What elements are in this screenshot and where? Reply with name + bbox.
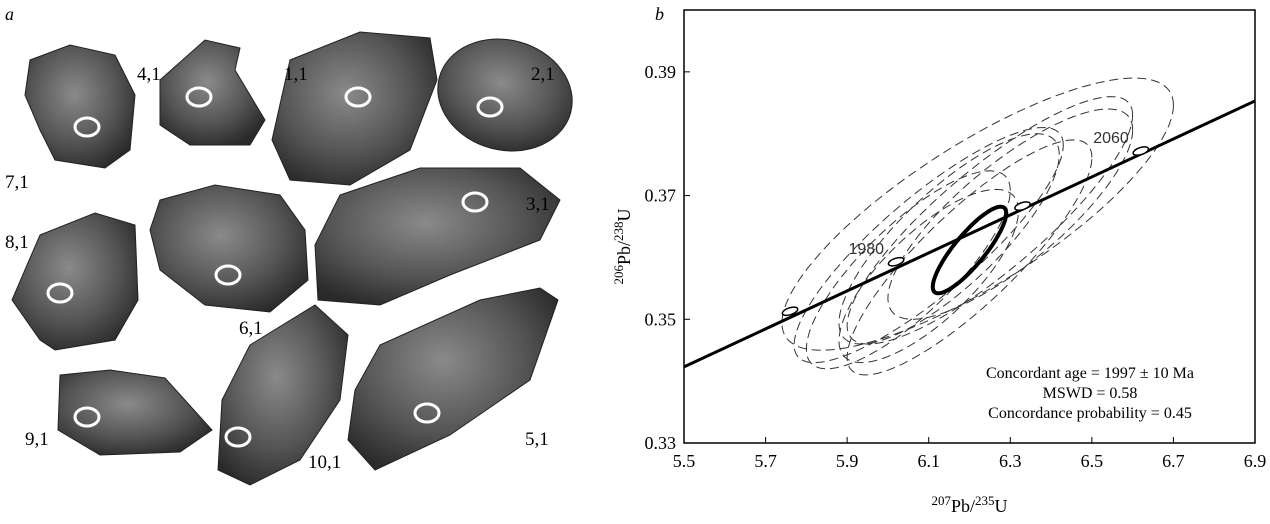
grain-label: 2,1 xyxy=(531,64,555,85)
grain-label: 7,1 xyxy=(5,172,29,193)
panel-a: a 7,1 4,1 1,1 2,1 8,1 6,1 3,1 9,1 10,1 5… xyxy=(5,4,585,485)
grain-label: 4,1 xyxy=(137,64,161,85)
panel-label: a xyxy=(5,4,14,24)
annotation: Concordance probability = 0.45 xyxy=(988,405,1192,422)
x-tick-label: 6.1 xyxy=(917,451,940,471)
error-ellipse xyxy=(839,134,1059,344)
age-marker xyxy=(1132,145,1149,157)
x-tick-label: 6.7 xyxy=(1162,451,1185,471)
axis-label-part: 235 xyxy=(975,493,995,508)
error-ellipse xyxy=(806,171,1010,369)
grain xyxy=(315,168,560,305)
x-tick-label: 5.5 xyxy=(673,451,696,471)
grain xyxy=(272,32,437,185)
grain xyxy=(25,45,135,168)
axis-label-part: Pb/ xyxy=(614,241,634,265)
age-marker xyxy=(1014,200,1031,212)
axis-label-part: U xyxy=(995,496,1008,516)
axis-label: 206Pb/238U xyxy=(611,208,635,284)
x-tick-label: 5.7 xyxy=(754,451,777,471)
age-label: 2060 xyxy=(1093,130,1129,147)
axis-label: 207Pb/235U xyxy=(931,493,1007,517)
grain-label: 1,1 xyxy=(284,64,308,85)
grain-label: 5,1 xyxy=(525,429,549,450)
grain xyxy=(150,185,308,312)
grain xyxy=(160,40,265,145)
axis-label-part: 238 xyxy=(611,221,626,241)
concordia-curve xyxy=(684,101,1255,367)
annotation: Concordant age = 1997 ± 10 Ma xyxy=(986,365,1194,382)
grain xyxy=(58,370,212,455)
error-ellipse xyxy=(782,78,1174,350)
error-ellipse xyxy=(794,128,1063,363)
figure: a 7,1 4,1 1,1 2,1 8,1 6,1 3,1 9,1 10,1 5… xyxy=(0,0,1270,519)
y-tick-label: 0.39 xyxy=(645,62,677,82)
grain-label: 6,1 xyxy=(239,318,263,339)
grain xyxy=(12,213,138,350)
error-ellipse xyxy=(847,97,1133,344)
axis-label-part: 206 xyxy=(611,265,626,285)
annotation: MSWD = 0.58 xyxy=(1043,385,1138,402)
error-ellipse xyxy=(839,189,1018,362)
y-tick-label: 0.35 xyxy=(645,309,677,329)
x-tick-label: 6.9 xyxy=(1244,451,1267,471)
axis-label-part: Pb/ xyxy=(951,496,975,516)
axis-label-part: U xyxy=(614,208,634,221)
grain-label: 10,1 xyxy=(308,452,341,473)
age-label: 1980 xyxy=(848,241,884,258)
x-tick-label: 5.9 xyxy=(836,451,859,471)
panel-b: b 1980 2060 5.5 5.7 5.9 6.1 6.3 6.5 6.7 6.9 0.33 0.… xyxy=(611,4,1267,516)
y-tick-label: 0.33 xyxy=(645,433,677,453)
x-tick-label: 6.3 xyxy=(999,451,1022,471)
panel-label: b xyxy=(655,4,664,24)
grain xyxy=(425,24,585,165)
y-tick-label: 0.37 xyxy=(645,186,677,206)
grain-label: 9,1 xyxy=(25,429,49,450)
axis-label-part: 207 xyxy=(931,493,951,508)
x-tick-label: 6.5 xyxy=(1081,451,1104,471)
grain-label: 3,1 xyxy=(526,194,550,215)
grain-label: 8,1 xyxy=(5,232,29,253)
